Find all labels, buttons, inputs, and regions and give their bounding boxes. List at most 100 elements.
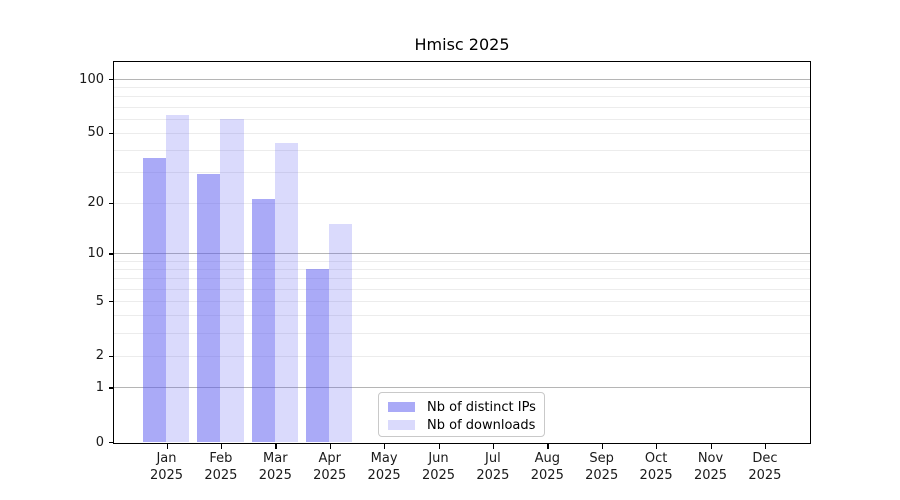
gridline-minor (114, 149, 810, 151)
legend-label-distinct-ips: Nb of distinct IPs (427, 399, 536, 415)
x-tick-label-jan: Jan 2025 (135, 450, 199, 484)
y-tick-label: 2 (95, 348, 104, 364)
gridline-minor (114, 132, 810, 134)
x-axis-tick (601, 444, 604, 449)
gridline-minor (114, 288, 810, 290)
year-label: 2025 (421, 468, 456, 483)
gridline-minor (114, 301, 810, 303)
x-tick-label-apr: Apr 2025 (298, 450, 362, 484)
x-tick-label-feb: Feb 2025 (189, 450, 253, 484)
y-axis-tick (109, 442, 113, 444)
x-tick-label-jun: Jun 2025 (407, 450, 471, 484)
y-axis-tick (109, 253, 113, 255)
y-tick-label: 10 (87, 245, 104, 261)
legend-swatch-distinct-ips-icon (388, 402, 415, 412)
x-tick-label-aug: Aug 2025 (515, 450, 579, 484)
month-label: May (370, 451, 398, 466)
month-label: Mar (263, 451, 288, 466)
year-label: 2025 (639, 468, 673, 483)
x-axis-tick (764, 444, 767, 449)
year-label: 2025 (693, 468, 728, 483)
gridline-minor (114, 171, 810, 173)
x-axis-tick (492, 444, 495, 449)
month-label: Apr (318, 451, 341, 466)
y-axis-tick (109, 301, 113, 303)
gridline-minor (114, 202, 810, 204)
gridline-minor (114, 332, 810, 334)
y-tick-label: 0 (95, 434, 104, 450)
gridline-major (114, 79, 810, 80)
bar-distinct-ips-apr (305, 269, 330, 442)
y-axis-tick (109, 132, 113, 135)
gridline-major (114, 387, 810, 389)
x-axis-tick (166, 444, 168, 449)
y-axis-tick (109, 202, 113, 204)
x-axis-tick (275, 444, 277, 449)
x-axis-tick (710, 444, 712, 449)
bar-distinct-ips-mar (251, 198, 275, 442)
y-tick-label: 50 (87, 125, 104, 141)
legend: Nb of distinct IPs Nb of downloads (378, 392, 545, 437)
gridline-minor (114, 106, 810, 108)
bar-downloads-mar (274, 142, 299, 442)
gridline-major (114, 253, 810, 255)
year-label: 2025 (149, 468, 184, 483)
year-label: 2025 (258, 468, 292, 483)
legend-entry-downloads: Nb of downloads (388, 416, 535, 434)
x-tick-label-mar: Mar 2025 (243, 450, 307, 484)
year-label: 2025 (313, 468, 347, 483)
chart-title: Hmisc 2025 (414, 35, 510, 54)
x-tick-label-jul: Jul 2025 (461, 450, 525, 484)
month-label: Oct (644, 451, 668, 466)
gridline-minor (114, 278, 810, 280)
gridline-minor (114, 269, 810, 271)
month-label: Aug (534, 451, 560, 466)
legend-label-downloads: Nb of downloads (427, 417, 536, 433)
gridline-minor (114, 315, 810, 317)
x-tick-label-sep: Sep 2025 (570, 450, 634, 484)
month-label: Nov (697, 451, 724, 466)
x-axis-tick (656, 444, 658, 449)
x-tick-label-nov: Nov 2025 (679, 450, 743, 484)
gridline-minor (114, 87, 810, 89)
month-label: Jan (156, 451, 177, 466)
x-tick-label-oct: Oct 2025 (624, 450, 688, 484)
month-label: Jun (428, 451, 449, 466)
gridline-minor (114, 260, 810, 262)
month-label: Jul (485, 451, 501, 466)
x-axis-tick (438, 444, 440, 449)
month-label: Dec (752, 451, 778, 466)
y-axis-tick (109, 79, 113, 81)
x-tick-label-dec: Dec 2025 (733, 450, 797, 484)
bar-downloads-feb (220, 118, 244, 442)
y-tick-label: 20 (87, 195, 104, 211)
legend-swatch-downloads-icon (388, 420, 415, 430)
month-label: Sep (589, 451, 614, 466)
x-axis-tick (384, 444, 386, 449)
gridline-minor (114, 355, 810, 357)
bar-distinct-ips-feb (197, 174, 221, 442)
year-label: 2025 (530, 468, 564, 483)
gridline-minor (114, 118, 810, 120)
x-axis-tick (220, 444, 223, 449)
year-label: 2025 (585, 468, 619, 483)
bar-distinct-ips-jan (142, 157, 166, 442)
gridline-minor (114, 96, 810, 98)
legend-entry-distinct-ips: Nb of distinct IPs (388, 398, 536, 416)
plot-area (113, 61, 811, 444)
y-axis-tick (109, 387, 113, 389)
year-label: 2025 (476, 468, 510, 483)
y-tick-label: 100 (79, 71, 104, 87)
bar-downloads-jan (166, 114, 190, 442)
y-axis-tick (109, 355, 113, 357)
x-axis-tick (329, 444, 332, 449)
x-tick-label-may: May 2025 (352, 450, 416, 484)
x-axis-tick (547, 444, 549, 449)
bar-downloads-apr (329, 223, 353, 442)
y-tick-label: 1 (95, 379, 104, 395)
year-label: 2025 (367, 468, 401, 483)
month-label: Feb (209, 451, 233, 466)
year-label: 2025 (748, 468, 782, 483)
y-tick-label: 5 (95, 293, 104, 309)
